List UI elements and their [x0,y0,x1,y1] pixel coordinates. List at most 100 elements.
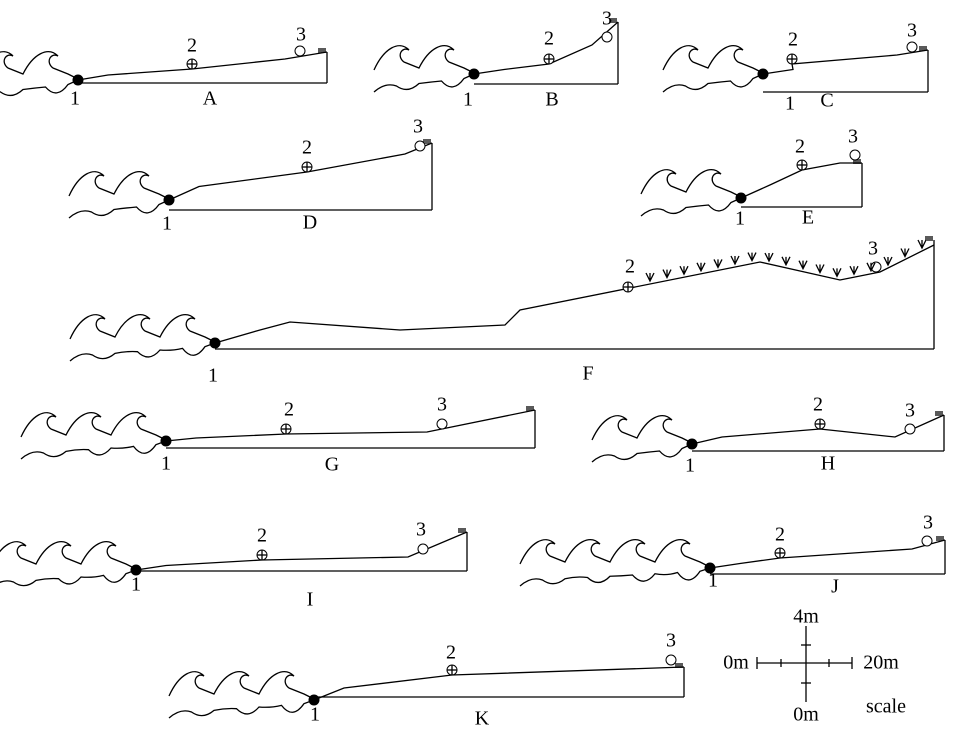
point-label: 2 [284,399,294,421]
point-label: 3 [905,400,915,422]
profile: 1 2 3 H [592,394,944,477]
point-label: 3 [666,630,676,652]
point-3 [437,419,447,429]
point-label: 3 [416,519,426,541]
profile-label: A [203,88,218,110]
seafloor [169,700,314,718]
vegetation [748,253,756,261]
seafloor [0,570,136,588]
profile-surface [314,667,684,700]
seafloor [69,200,169,218]
point-label: 3 [907,20,917,42]
profile-label: K [475,708,490,730]
point-label: 2 [795,136,805,158]
vegetation [697,263,705,271]
vegetation [901,249,909,257]
point-label: 3 [923,512,933,534]
seafloor [21,441,166,459]
seafloor [592,444,692,462]
point-1 [469,69,479,79]
point-label: 2 [813,394,823,416]
point-3 [850,150,860,160]
profile-surface [169,143,432,200]
profile-label: F [582,363,593,385]
profile-label: I [307,589,314,611]
point-label: 3 [296,24,306,46]
point-3 [905,424,915,434]
point-label: 1 [735,208,745,230]
point-1 [736,193,746,203]
point-label: 2 [446,642,456,664]
seafloor [663,74,763,92]
vegetation [884,257,892,265]
point-3 [295,46,305,56]
point-1 [758,69,768,79]
point-label: 3 [848,126,858,148]
point-label: 1 [131,574,141,596]
seafloor [374,74,474,92]
profile-label: C [820,90,833,112]
profile-label: B [545,89,558,111]
point-label: 3 [437,394,447,416]
seafloor [520,568,710,586]
profile: 1 2 3 K [169,630,684,730]
seafloor [0,80,78,98]
point-label: 1 [310,704,320,726]
scale-label: 20m [863,652,899,674]
vegetation [816,265,824,273]
scale-label: 4m [793,606,819,628]
point-1 [73,75,83,85]
point-label: 2 [788,29,798,51]
profile-surface [215,245,934,343]
vegetation [663,270,671,278]
profile-surface [710,540,945,568]
profile-label: J [831,576,839,598]
profile-label: H [821,453,835,475]
point-label: 3 [602,8,612,30]
wave [374,46,476,74]
point-label: 1 [162,213,172,235]
point-3 [907,42,917,52]
point-1 [161,436,171,446]
point-1 [687,439,697,449]
point-1 [210,338,220,348]
profile-surface [166,410,535,441]
profile-surface [78,52,327,80]
scale-label: 0m [793,704,819,726]
wave [21,413,168,441]
wave [169,672,316,700]
point-label: 2 [625,256,635,278]
point-3 [666,655,676,665]
wave [520,540,712,568]
wave [0,52,80,80]
point-label: 1 [70,88,80,110]
point-3 [602,32,612,42]
point-label: 1 [685,455,695,477]
point-1 [164,195,174,205]
wave [70,315,217,343]
vegetation [799,261,807,269]
point-label: 2 [775,524,785,546]
profile-label: G [325,454,339,476]
vegetation [765,253,773,261]
beach-profiles-figure: 4m 0m 0m 20m scale 123A123B123C123D123E1… [0,0,969,730]
profile: 1 2 3 J [520,512,945,598]
point-label: 2 [187,35,197,57]
profile: 123I [0,519,467,611]
point-3 [415,141,425,151]
wave [663,46,765,74]
vegetation [714,259,722,267]
wave [69,172,171,200]
point-label: 3 [868,238,878,260]
vegetation [731,256,739,264]
point-label: 1 [708,570,718,592]
wave [641,170,743,198]
scale: 4m 0m 0m 20m scale [723,606,906,726]
seafloor [70,343,215,361]
vegetation [782,257,790,265]
point-label: 1 [161,453,171,475]
